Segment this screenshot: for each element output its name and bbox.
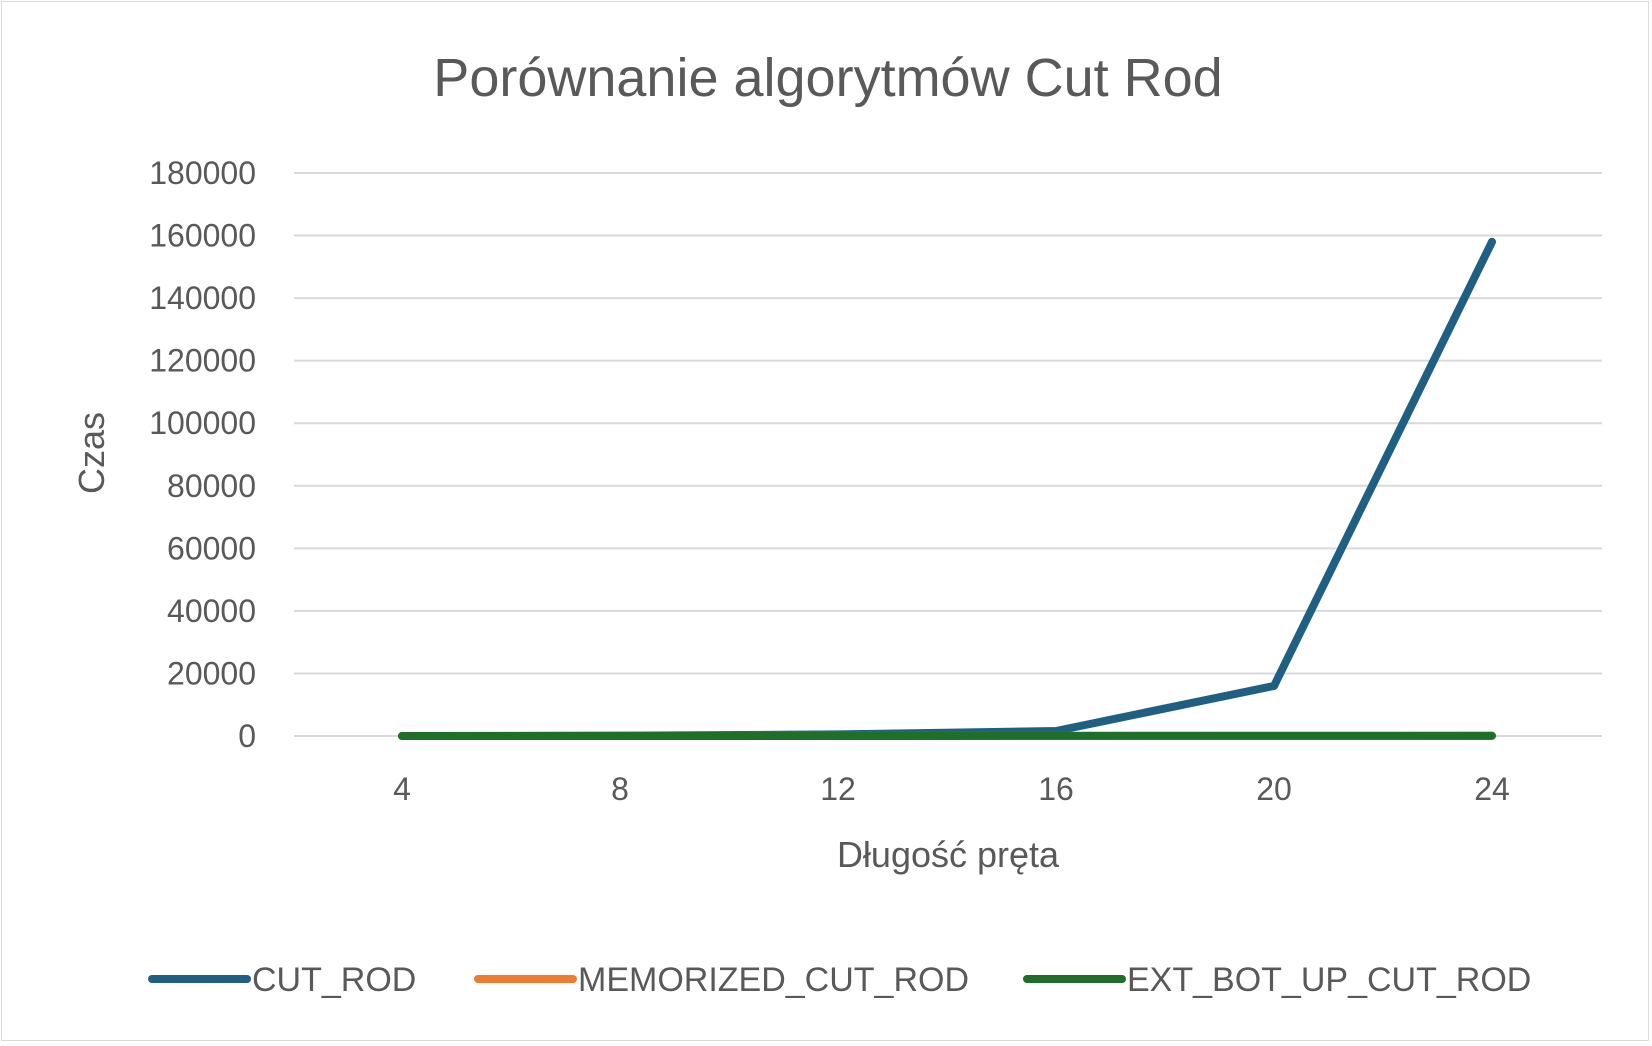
data-point [1056,735,1057,736]
x-tick-label: 8 [611,771,629,807]
y-tick-label: 80000 [167,468,256,504]
x-axis-label: Długość pręta [837,834,1060,875]
data-point [1274,685,1275,686]
data-point [1274,735,1275,736]
legend-label: MEMORIZED_CUT_ROD [578,961,969,999]
legend-label: CUT_ROD [252,961,416,999]
chart-title: Porównanie algorytmów Cut Rod [433,48,1222,108]
x-tick-label: 16 [1038,771,1074,807]
legend-label: EXT_BOT_UP_CUT_ROD [1127,961,1531,999]
data-point [1492,735,1493,736]
y-axis-ticks: 0 20000 40000 60000 80000 100000 120000 140000 1… [149,155,256,754]
legend: CUT_ROD MEMORIZED_CUT_ROD EXT_BOT_UP_CUT_R… [152,961,1531,999]
y-tick-label: 120000 [149,343,256,379]
x-tick-label: 4 [393,771,411,807]
y-tick-label: 160000 [149,218,256,254]
series-line-cut-rod [402,242,1492,736]
y-tick-label: 180000 [149,155,256,191]
y-tick-label: 140000 [149,280,256,316]
y-axis-label: Czas [71,412,112,494]
y-tick-label: 40000 [167,593,256,629]
x-tick-label: 20 [1256,771,1292,807]
data-point [1056,730,1057,731]
data-point [620,735,621,736]
data-point [1492,241,1493,242]
x-tick-label: 24 [1474,771,1510,807]
y-tick-label: 0 [238,718,256,754]
y-tick-label: 20000 [167,655,256,691]
series-lines [402,241,1493,736]
x-axis-ticks: 4 8 12 16 20 24 [393,771,1510,807]
y-tick-label: 100000 [149,405,256,441]
data-point [838,735,839,736]
x-tick-label: 12 [820,771,856,807]
data-point [402,735,403,736]
y-tick-label: 60000 [167,530,256,566]
gridlines [294,173,1602,736]
